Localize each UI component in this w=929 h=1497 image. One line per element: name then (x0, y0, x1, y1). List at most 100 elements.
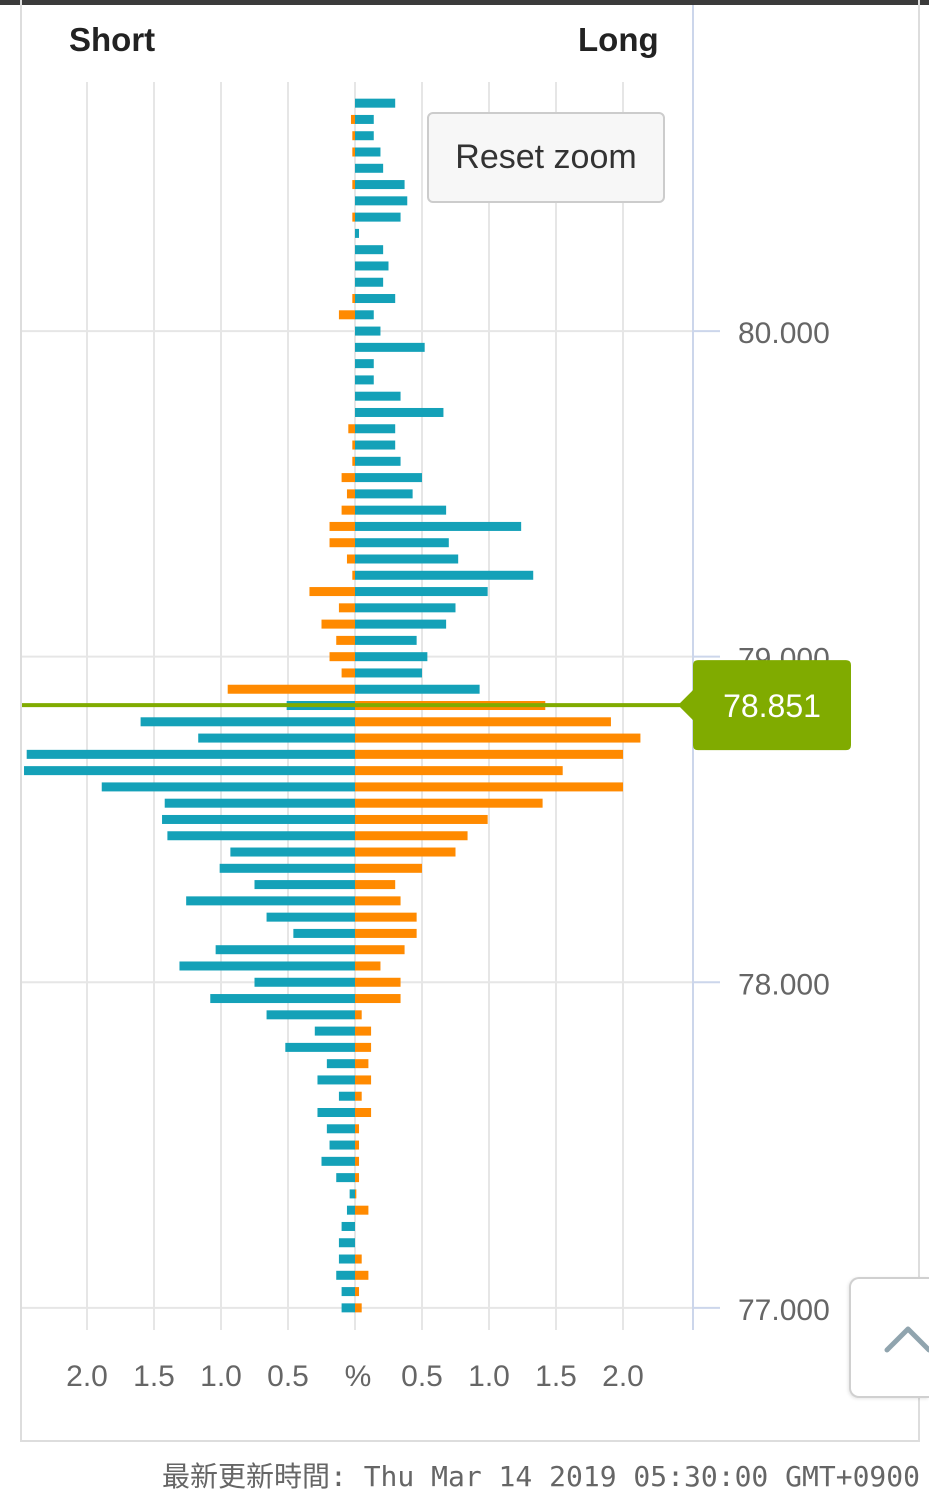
long-bar (355, 245, 384, 255)
short-bar (309, 587, 355, 597)
long-bar (355, 424, 396, 434)
short-bar (348, 424, 355, 434)
long-bar (355, 1173, 360, 1183)
long-bar (355, 1156, 360, 1166)
short-bar (338, 310, 355, 320)
short-bar (285, 1042, 355, 1052)
scroll-to-top-button[interactable] (849, 1277, 929, 1398)
top-bar (0, 0, 929, 5)
long-bar (355, 1091, 362, 1101)
short-bar (140, 717, 355, 727)
short-bar (164, 798, 355, 808)
short-bar (341, 1221, 355, 1231)
long-bar (355, 342, 425, 352)
long-bar (355, 749, 623, 759)
short-bar (341, 668, 355, 678)
short-bar (336, 635, 355, 645)
long-bar (355, 977, 401, 987)
long-bar (355, 147, 381, 157)
long-bar (355, 359, 374, 369)
x-axis-labels: 0.5 0.5 1.0 1.0 1.5 1.5 2.0 2.0% (66, 1360, 644, 1393)
short-bar (179, 961, 355, 971)
short-bar (26, 749, 355, 759)
short-bar (101, 782, 356, 792)
short-bar (317, 1108, 355, 1118)
long-bar (355, 1059, 369, 1069)
long-bar (355, 570, 534, 580)
long-bar (355, 98, 396, 108)
y-tick-label: 77.000 (738, 1294, 830, 1327)
long-bar (355, 1124, 360, 1134)
short-bar (329, 538, 355, 548)
long-bar (355, 1254, 362, 1264)
long-bar (355, 814, 488, 824)
y-tick-label: 80.000 (738, 317, 830, 350)
long-bar (355, 945, 405, 955)
long-bar (355, 538, 449, 548)
short-bar (352, 180, 355, 190)
short-bar (266, 1010, 355, 1020)
short-bar (352, 570, 355, 580)
long-bar (355, 831, 468, 841)
long-bar (355, 228, 360, 238)
long-bar (355, 505, 447, 515)
x-tick-label: 2.0 (66, 1360, 108, 1393)
long-bar (355, 114, 374, 124)
short-bar (329, 521, 355, 531)
long-bar (355, 1287, 360, 1297)
long-bar (355, 326, 381, 336)
x-tick-label: 0.5 (267, 1360, 309, 1393)
long-bar (355, 1075, 372, 1085)
long-bar (355, 554, 459, 564)
chevron-up-icon (884, 1326, 929, 1353)
long-bar (355, 880, 396, 890)
short-bar (338, 1238, 355, 1248)
long-bar (355, 652, 428, 662)
short-bar (210, 994, 355, 1004)
long-bar (355, 1026, 372, 1036)
short-bar (215, 945, 355, 955)
long-bar (355, 603, 456, 613)
long-bar (355, 212, 401, 222)
short-bar (266, 912, 355, 922)
long-bar (355, 277, 384, 287)
current-price-flag (678, 660, 851, 751)
long-bar (355, 1189, 357, 1199)
long-bar (355, 261, 389, 271)
long-bar (355, 473, 422, 483)
long-bar (355, 619, 447, 629)
long-bar (355, 961, 381, 971)
short-bar (352, 294, 355, 304)
x-tick-label: 1.5 (535, 1360, 577, 1393)
long-bar (355, 440, 396, 450)
x-tick-label: 0.5 (401, 1360, 443, 1393)
x-center-label: % (345, 1360, 372, 1393)
short-bar (321, 619, 355, 629)
short-bar (341, 1287, 355, 1297)
short-bar (346, 554, 355, 564)
short-bar (326, 1124, 355, 1134)
long-bar (355, 863, 422, 873)
x-tick-label: 1.0 (200, 1360, 242, 1393)
short-bar (338, 1091, 355, 1101)
long-bar (355, 587, 488, 597)
short-bar (336, 1270, 355, 1280)
last-updated-text: 最新更新時間: Thu Mar 14 2019 05:30:00 GMT+090… (161, 1460, 920, 1493)
y-tick-label: 78.000 (738, 968, 830, 1001)
current-price-marker: 78.851 (22, 660, 851, 751)
long-bar (355, 294, 396, 304)
short-bar (352, 456, 355, 466)
x-tick-label: 1.5 (133, 1360, 175, 1393)
long-bar (355, 407, 444, 417)
short-bar (24, 766, 356, 776)
long-bar (355, 847, 456, 857)
short-bar (341, 473, 355, 483)
reset-zoom-button[interactable]: Reset zoom (427, 112, 665, 203)
long-bar (355, 521, 522, 531)
short-bar (349, 1189, 355, 1199)
short-bar (162, 814, 355, 824)
short-bar (326, 1059, 355, 1069)
long-bar (355, 456, 401, 466)
long-bar (355, 733, 641, 743)
